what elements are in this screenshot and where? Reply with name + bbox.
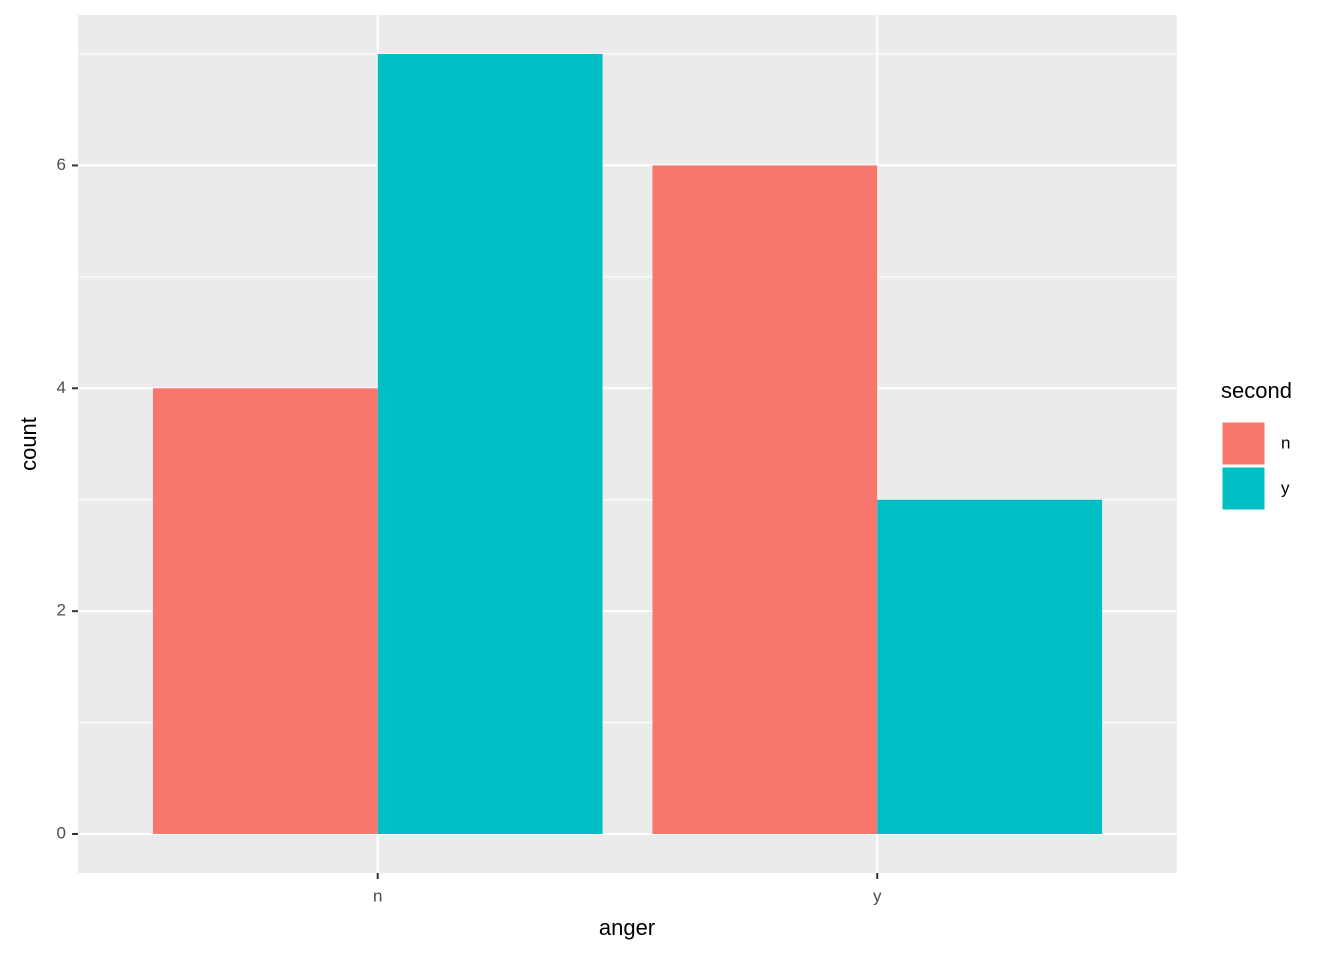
legend-title: second <box>1221 378 1292 403</box>
y-tick-label: 2 <box>57 601 66 620</box>
x-tick-label: n <box>373 886 382 905</box>
bar <box>152 388 378 834</box>
bar <box>377 54 603 834</box>
legend-key <box>1221 421 1266 466</box>
x-axis-title: anger <box>599 915 655 940</box>
y-tick-label: 0 <box>57 823 66 842</box>
legend-label: y <box>1281 478 1290 497</box>
legend-label: n <box>1281 433 1290 452</box>
y-axis-title: count <box>16 417 41 471</box>
y-tick-label: 4 <box>57 378 66 397</box>
y-tick-label: 6 <box>57 155 66 174</box>
legend-key <box>1221 466 1266 511</box>
bar <box>877 499 1103 834</box>
x-tick-label: y <box>873 886 882 905</box>
bar <box>652 165 878 834</box>
